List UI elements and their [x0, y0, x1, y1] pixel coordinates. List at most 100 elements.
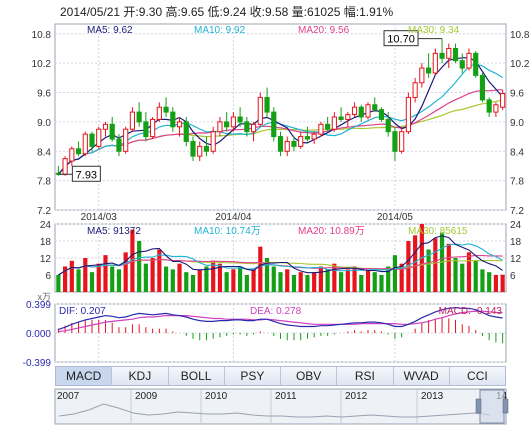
price-y-tick-left: 10.2 — [32, 59, 52, 70]
candle-body — [325, 123, 331, 130]
tab-cci[interactable]: CCI — [467, 369, 488, 383]
candle-body — [479, 74, 486, 101]
candle-body — [217, 121, 223, 133]
volume-bar — [116, 269, 122, 292]
volume-bar — [217, 263, 223, 292]
volume-bar — [338, 272, 344, 292]
candle-body — [405, 96, 411, 133]
volume-bar — [211, 260, 216, 292]
volume-unit: x万 — [37, 292, 51, 302]
timeline-range-selector — [479, 389, 505, 424]
volume-bar — [473, 260, 478, 292]
volume-bar — [365, 269, 371, 292]
candle-body — [432, 52, 438, 74]
tab-kdj[interactable]: KDJ — [112, 367, 169, 385]
volume-bar — [453, 258, 458, 292]
dif-line — [58, 306, 503, 330]
volume-bar — [130, 229, 135, 292]
candle-body — [399, 131, 405, 152]
candle-body — [351, 106, 358, 116]
candle-body — [338, 116, 344, 120]
volume-bar — [386, 266, 391, 292]
price-ma-legend: MA30: 9.34 — [408, 25, 460, 36]
candle-body — [89, 133, 95, 147]
volume-bar — [137, 241, 142, 292]
price-y-tick-right: 9.6 — [510, 89, 524, 100]
volume-bar — [56, 275, 61, 292]
volume-bar — [433, 238, 438, 292]
volume-bar — [493, 275, 498, 292]
quote-close: 9.58 — [264, 5, 289, 19]
macd-y-tick: 0.000 — [26, 329, 51, 340]
volume-bar — [177, 263, 182, 292]
candle-body — [466, 52, 472, 69]
volume-bar — [238, 266, 243, 292]
volume-ma-legend: MA30: 85615 — [408, 226, 468, 237]
volume-ma-legend: MA5: 91372 — [87, 226, 141, 237]
timeline-year-label: 2013 — [421, 391, 444, 402]
quote-low: 9.24 — [222, 5, 247, 19]
candle-body — [419, 67, 425, 84]
quote-header: 2014/05/21 开:9.30 高:9.65 低:9.24 收:9.58 量… — [60, 5, 394, 19]
ma20-line — [57, 89, 503, 175]
price-y-tick-left: 7.2 — [37, 206, 51, 217]
timeline-year-label: 2009 — [135, 391, 158, 402]
price-x-tick: 2014/05 — [377, 212, 414, 223]
tab-psy[interactable]: PSY — [225, 367, 281, 385]
candle-body — [96, 128, 102, 147]
candle-body — [143, 121, 149, 138]
price-y-tick-left: 9.6 — [37, 89, 51, 100]
volume-bar — [231, 269, 236, 292]
volume-bar — [345, 269, 350, 292]
volume-y-tick-right: 18 — [510, 237, 522, 248]
candle-body — [446, 47, 452, 59]
price-ma-legend: MA20: 9.56 — [298, 25, 350, 36]
volume-bar — [264, 258, 270, 292]
tab-obv[interactable]: OBV — [281, 367, 338, 385]
dea-line — [58, 310, 503, 333]
candle-body — [163, 106, 169, 113]
candle-body — [318, 123, 324, 135]
volume-bar — [312, 272, 317, 292]
candle-body — [123, 128, 129, 152]
tab-boll[interactable]: BOLL — [169, 367, 225, 385]
volume-bar — [285, 269, 290, 292]
price-y-tick-right: 7.2 — [510, 206, 524, 217]
volume-bar — [258, 246, 263, 292]
volume-y-tick-right: 24 — [510, 220, 522, 231]
candle-body — [210, 131, 216, 152]
tab-wvad[interactable]: WVAD — [394, 367, 450, 385]
timeline-handle-left — [475, 398, 482, 414]
volume-bar — [466, 252, 472, 292]
price-y-tick-left: 10.8 — [32, 30, 52, 41]
timeline-year-label: 2010 — [205, 391, 228, 402]
volume-ma10-line — [58, 243, 503, 276]
dif-label: DIF: 0.207 — [59, 306, 106, 317]
volume-bar — [197, 269, 202, 292]
volume-bar — [244, 275, 249, 292]
candle-body — [486, 99, 492, 113]
volume-bar — [291, 275, 297, 292]
volume-bar — [426, 249, 431, 292]
price-x-tick: 2014/03 — [81, 212, 118, 223]
max-label-box — [383, 30, 419, 47]
volume-bar — [480, 269, 485, 292]
candle-body — [385, 118, 391, 133]
volume-bar — [359, 275, 364, 292]
candle-body — [284, 140, 290, 152]
volume-bar — [487, 272, 492, 292]
volume-bar — [69, 260, 74, 292]
timeline-year-label: 2011 — [275, 391, 297, 402]
timeline-sparkline — [58, 403, 491, 418]
candle-body — [129, 111, 135, 130]
candle-body — [473, 52, 479, 76]
volume-bar — [446, 243, 451, 292]
price-y-tick-right: 9.0 — [510, 118, 524, 129]
volume-bar — [143, 263, 148, 292]
tab-rsi[interactable]: RSI — [337, 367, 394, 385]
candle-body — [150, 118, 156, 138]
tab-macd[interactable]: MACD — [56, 367, 113, 385]
volume-bar — [83, 258, 88, 292]
volume-bar — [271, 266, 276, 292]
